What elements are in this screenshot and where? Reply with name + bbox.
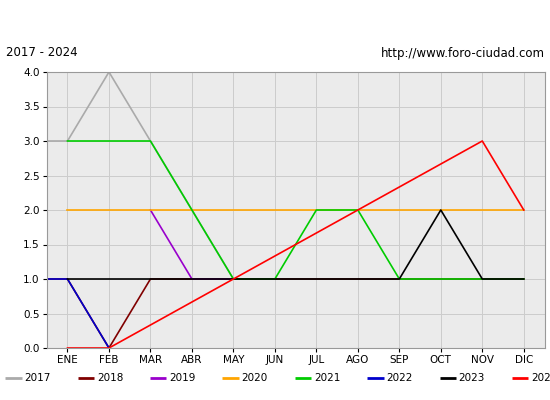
Text: 2023: 2023 [459,373,485,383]
Text: 2019: 2019 [169,373,196,383]
Text: Evolucion del paro registrado en Pozalmuro: Evolucion del paro registrado en Pozalmu… [108,12,442,26]
Text: 2020: 2020 [241,373,268,383]
Text: 2017 - 2024: 2017 - 2024 [6,46,77,60]
Text: 2021: 2021 [314,373,340,383]
Text: 2018: 2018 [97,373,123,383]
Text: 2022: 2022 [386,373,412,383]
Text: http://www.foro-ciudad.com: http://www.foro-ciudad.com [381,46,544,60]
Text: 2017: 2017 [25,373,51,383]
Text: 2024: 2024 [531,373,550,383]
